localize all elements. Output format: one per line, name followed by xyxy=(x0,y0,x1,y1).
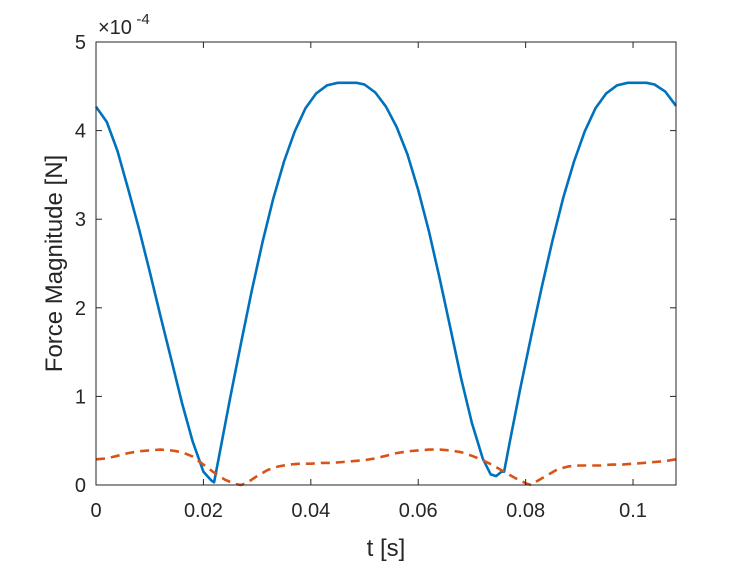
x-tick-label: 0 xyxy=(90,500,101,522)
x-tick-label: 0.1 xyxy=(619,500,647,522)
y-scale-exponent: -4 xyxy=(136,11,149,28)
y-tick-label: 5 xyxy=(75,32,86,54)
x-tick-label: 0.06 xyxy=(399,500,438,522)
plot-area xyxy=(94,81,678,487)
y-scale-multiplier: ×10 -4 xyxy=(98,11,150,39)
y-tick-label: 0 xyxy=(75,475,86,497)
series-line-1 xyxy=(94,81,678,484)
y-tick-label: 1 xyxy=(75,386,86,408)
x-tick-label: 0.04 xyxy=(291,500,330,522)
axes-box xyxy=(95,41,677,486)
y-tick-label: 3 xyxy=(75,209,86,231)
x-tick-label: 0.08 xyxy=(506,500,545,522)
y-tick-label: 2 xyxy=(75,298,86,320)
tick-layer: 0 0.02 0.04 0.06 0.08 0.1 0 1 2 3 4 5 xyxy=(75,32,676,522)
series-line-2 xyxy=(95,448,677,487)
y-scale-base: ×10 xyxy=(98,17,132,39)
x-axis-label: t [s] xyxy=(367,535,406,561)
x-tick-label: 0.02 xyxy=(184,500,223,522)
y-axis-label: Force Magnitude [N] xyxy=(41,155,68,372)
y-tick-label: 4 xyxy=(75,121,86,143)
